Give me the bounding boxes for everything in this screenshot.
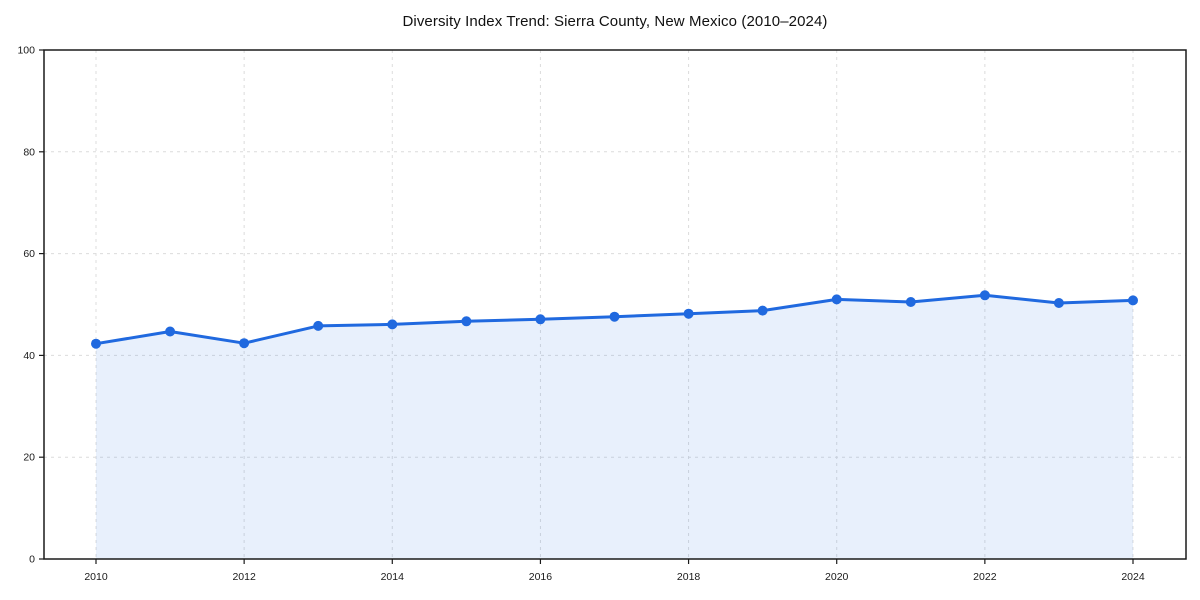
y-tick-label: 100 <box>17 45 35 57</box>
x-tick-label: 2010 <box>84 571 108 583</box>
x-tick-label: 2018 <box>677 571 701 583</box>
x-tick-label: 2024 <box>1121 571 1145 583</box>
plot-frame <box>43 49 1187 560</box>
data-point <box>757 305 768 316</box>
data-point <box>387 319 398 330</box>
x-tick-label: 2012 <box>232 571 256 583</box>
data-point <box>535 314 546 325</box>
area-fill <box>96 295 1133 559</box>
y-tick-label: 0 <box>29 554 35 566</box>
data-point <box>831 294 842 305</box>
x-tick-label: 2014 <box>381 571 405 583</box>
y-tick-label: 40 <box>23 350 35 362</box>
y-tick-label: 80 <box>23 146 35 158</box>
x-tick-label: 2016 <box>529 571 553 583</box>
data-point <box>239 338 250 349</box>
data-point <box>1128 295 1138 306</box>
data-point <box>683 308 694 319</box>
data-point <box>905 297 916 307</box>
x-tick-label: 2022 <box>973 571 997 583</box>
data-point <box>313 320 324 331</box>
data-point <box>979 290 990 301</box>
y-tick-label: 60 <box>23 248 35 260</box>
data-point <box>461 316 472 327</box>
y-tick-label: 20 <box>23 452 35 464</box>
data-point <box>609 311 620 322</box>
data-point <box>1053 298 1064 308</box>
x-tick-label: 2020 <box>825 571 849 583</box>
chart-title: Diversity Index Trend: Sierra County, Ne… <box>402 13 828 30</box>
data-point <box>165 326 176 337</box>
data-point <box>91 338 101 349</box>
